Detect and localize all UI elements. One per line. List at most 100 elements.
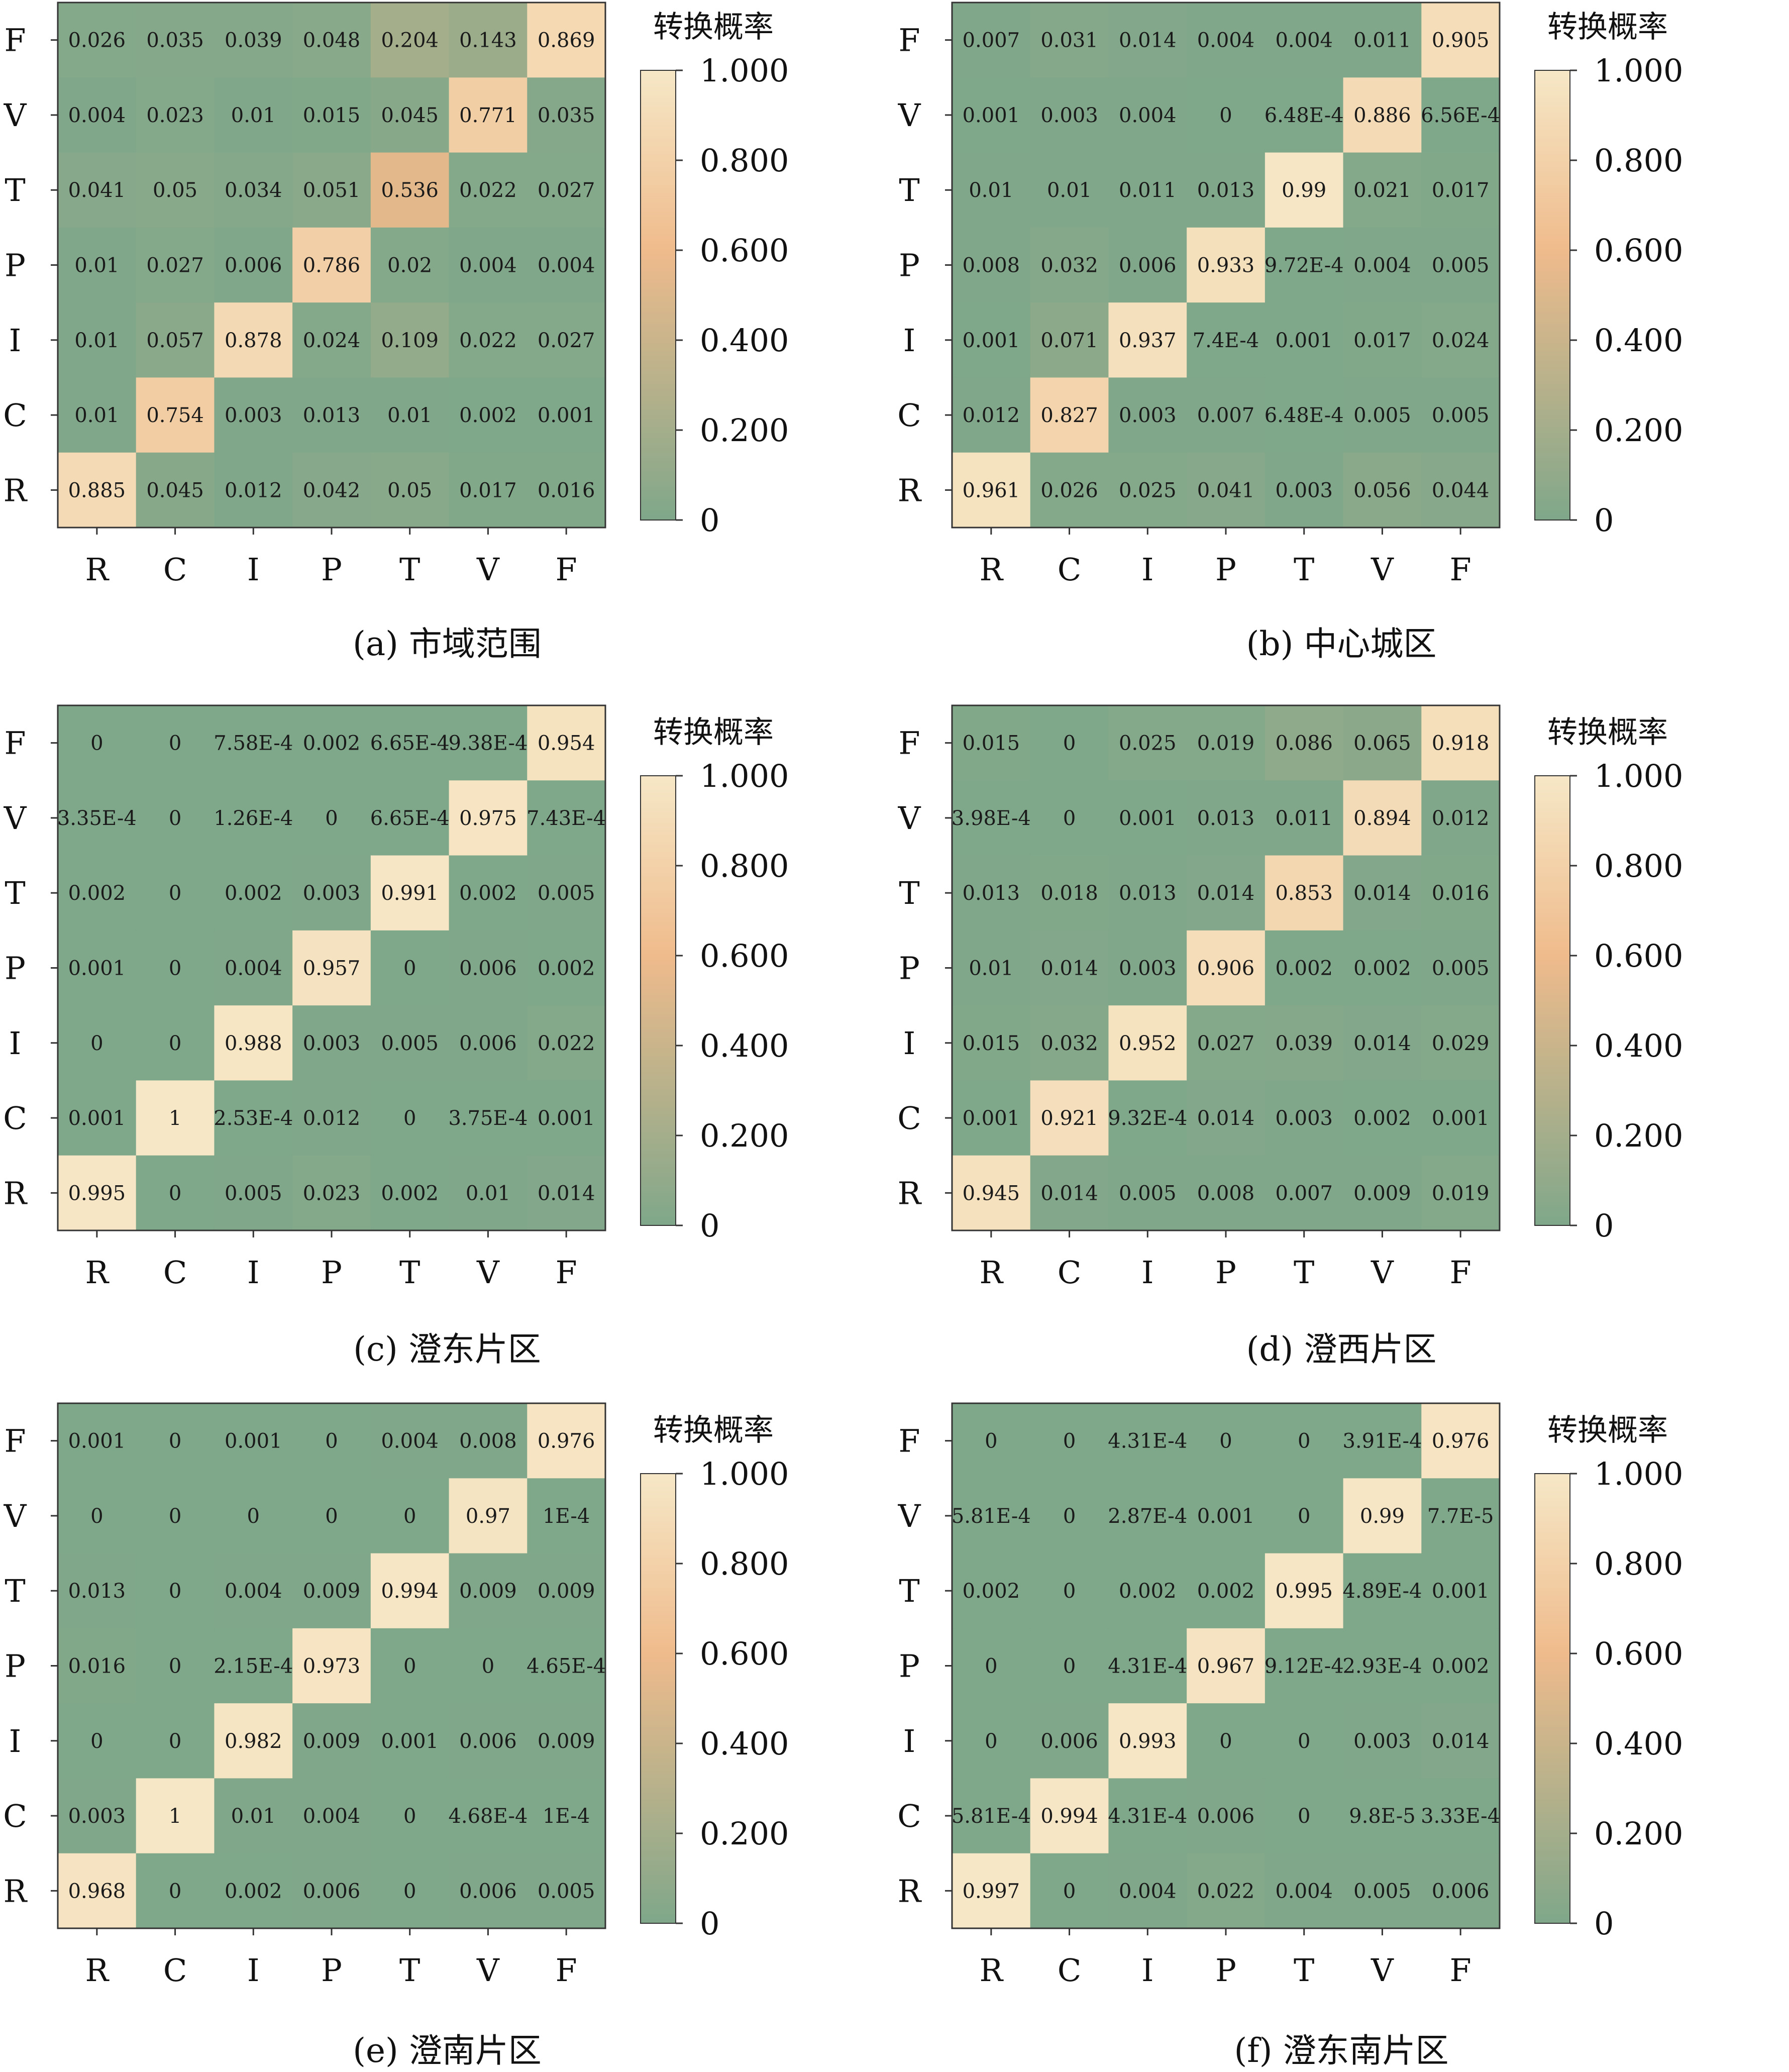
heatmap-cell [527, 227, 606, 303]
cell-value-label: 0.006 [459, 1032, 517, 1055]
heatmap-cell [449, 930, 528, 1006]
x-tick-label: P [1215, 551, 1236, 588]
cell-value-label: 0 [90, 1730, 103, 1753]
heatmap-cell [370, 302, 450, 378]
colorbar-tick-label: 1.000 [700, 758, 789, 794]
heatmap-cell [1187, 1853, 1266, 1929]
colorbar-tick-label: 0.800 [1594, 848, 1683, 884]
heatmap-cell [214, 77, 293, 153]
cell-value-label: 4.31E-4 [1108, 1655, 1187, 1678]
cell-value-label: 0.006 [1119, 254, 1177, 277]
cell-value-label: 0.003 [1275, 1107, 1333, 1130]
heatmap-cell [449, 1553, 528, 1629]
heatmap-cell [1265, 1553, 1344, 1629]
heatmap-cell [1030, 780, 1109, 856]
cell-value-label: 0.048 [303, 29, 361, 52]
heatmap-cell [449, 152, 528, 228]
heatmap-cell [1187, 705, 1266, 781]
heatmap-cell [1030, 1005, 1109, 1081]
y-tick-label: T [899, 172, 919, 209]
heatmap-cell [1030, 705, 1109, 781]
cell-value-label: 2.15E-4 [214, 1655, 293, 1678]
cell-value-label: 0.997 [963, 1880, 1020, 1903]
cell-value-label: 1 [169, 1107, 181, 1130]
colorbar-tick-label: 1.000 [1594, 52, 1683, 89]
heatmap-cell [1030, 77, 1109, 153]
y-tick-label: C [897, 1100, 921, 1136]
heatmap-cell [952, 77, 1031, 153]
y-tick-label: R [4, 1873, 28, 1909]
colorbar-tick-label: 0.600 [1594, 232, 1683, 269]
heatmap-cell [1108, 1778, 1187, 1854]
cell-value-label: 9.72E-4 [1265, 254, 1344, 277]
heatmap-cell [527, 377, 606, 453]
heatmap-cell [58, 1628, 137, 1704]
heatmap-cell [214, 452, 293, 528]
cell-value-label: 0 [90, 732, 103, 755]
x-tick-label: C [163, 551, 187, 588]
x-tick-label: I [247, 1952, 260, 1989]
heatmap-cell [449, 1403, 528, 1479]
panel-caption: (b) 中心城区 [1246, 625, 1437, 663]
heatmap-cell [1187, 3, 1266, 78]
cell-value-label: 0.827 [1040, 404, 1098, 427]
heatmap-cell [449, 1628, 528, 1704]
heatmap-cell [527, 1553, 606, 1629]
heatmap-cell [1108, 1628, 1187, 1704]
cell-value-label: 0.005 [381, 1032, 439, 1055]
heatmap-cell [1265, 1005, 1344, 1081]
y-tick-label: F [898, 725, 920, 762]
heatmap-cell [1343, 1703, 1422, 1779]
cell-value-label: 0.005 [1353, 1880, 1411, 1903]
heatmap-cell [1030, 1703, 1109, 1779]
heatmap-cell [952, 377, 1031, 453]
cell-value-label: 0.002 [1119, 1580, 1177, 1603]
x-tick-label: T [1294, 1952, 1314, 1989]
x-tick-label: V [476, 1254, 500, 1291]
heatmap-cell [449, 1478, 528, 1554]
cell-value-label: 0.009 [303, 1580, 361, 1603]
x-tick-label: F [1450, 1254, 1471, 1291]
cell-value-label: 0.006 [459, 1880, 517, 1903]
cell-value-label: 0.905 [1432, 29, 1490, 52]
cell-value-label: 0.014 [1197, 882, 1255, 905]
heatmap-cell [1187, 1778, 1266, 1854]
cell-value-label: 0.01 [231, 104, 276, 127]
heatmap-cell [214, 302, 293, 378]
cell-value-label: 0.004 [1197, 29, 1255, 52]
cell-value-label: 0.004 [1275, 29, 1333, 52]
colorbar [640, 775, 676, 1226]
y-tick-label: V [898, 1498, 921, 1534]
heatmap-cell [1421, 780, 1500, 856]
heatmap-svg: 0 0 7.58E-4 0.002 6.65E-49.38E-4 0.9543.35E-4… [3, 704, 789, 1291]
heatmap-cell [1187, 1155, 1266, 1231]
cell-value-label: 0 [403, 1880, 416, 1903]
heatmap-cell [1187, 1703, 1266, 1779]
x-tick-label: V [1371, 551, 1394, 588]
cell-value-label: 0.001 [963, 329, 1020, 352]
colorbar-tick-label: 0.200 [700, 412, 789, 449]
heatmap-cell [1343, 1853, 1422, 1929]
y-tick-label: F [4, 1423, 26, 1460]
heatmap-cell [214, 1080, 293, 1156]
colorbar-tick-label: 1.000 [700, 52, 789, 89]
cell-value-label: 0.027 [1197, 1032, 1255, 1055]
cell-value-label: 0.003 [1119, 404, 1177, 427]
y-tick-label: I [903, 1723, 916, 1759]
heatmap-cell [952, 1155, 1031, 1231]
cell-value-label: 9.38E-4 [448, 732, 528, 755]
heatmap-cell [1108, 1853, 1187, 1929]
y-tick-label: V [898, 97, 921, 134]
heatmap-cell [370, 1155, 450, 1231]
cell-value-label: 0.975 [459, 807, 517, 830]
cell-value-label: 0.014 [1432, 1730, 1490, 1753]
cell-value-label: 0.008 [963, 254, 1020, 277]
heatmap-cell [952, 705, 1031, 781]
cell-value-label: 0.016 [1432, 882, 1490, 905]
cell-value-label: 0.024 [303, 329, 361, 352]
cell-value-label: 0.017 [1353, 329, 1411, 352]
heatmap-cell [370, 1080, 450, 1156]
heatmap-cell [58, 77, 137, 153]
heatmap-cell [1030, 1628, 1109, 1704]
heatmap-cell [1265, 1155, 1344, 1231]
